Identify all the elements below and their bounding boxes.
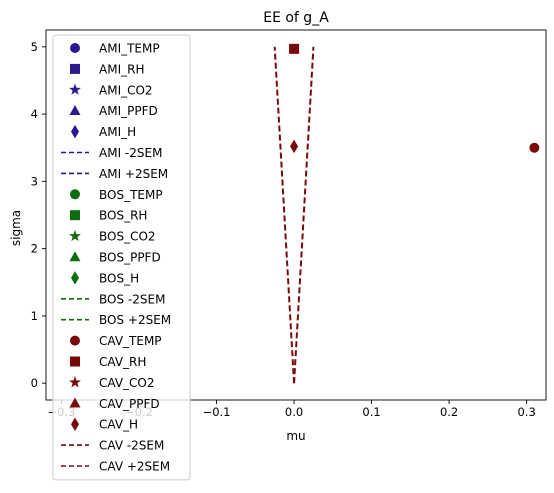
legend-marker [69,229,81,242]
legend-marker [70,356,80,367]
legend-label: CAV_CO2 [99,376,155,390]
y-axis-label: sigma [9,210,23,246]
x-tick-label: 0.2 [440,405,458,419]
legend-label: BOS_TEMP [99,188,163,202]
legend-marker [71,124,79,139]
legend-marker [69,104,81,115]
legend-marker [69,83,81,95]
y-tick-label: 3 [31,174,38,188]
chart-title: EE of g_A [263,10,329,26]
sem-line-cav-2sem [293,46,315,384]
sem-line-cav-2sem [273,46,296,384]
legend-label: CAV_TEMP [99,334,162,348]
legend-marker [70,63,80,74]
legend-marker [71,417,79,431]
legend-box [52,34,191,481]
x-axis-label: mu [286,429,305,443]
legend-label: AMI_RH [99,62,144,76]
legend-label: AMI_TEMP [99,42,160,56]
legend-label: CAV -2SEM [99,439,164,453]
plot-frame [45,29,547,401]
legend-label: CAV_RH [99,355,146,369]
legend-label: AMI_H [99,125,136,139]
legend-marker [70,189,80,200]
y-tick-label: 0 [31,376,38,390]
legend: AMI_TEMP AMI_RH AMI_CO2 AMI_PPFD AMI_H AMI -2… [52,34,191,481]
legend-label: BOS_H [99,271,139,285]
x-tick-label: 0.3 [517,405,535,419]
legend-label: BOS_RH [99,209,147,223]
legend-marker [69,251,81,262]
legend-label: BOS_PPFD [99,251,161,265]
legend-label: CAV_H [99,418,138,432]
data-point-cav-temp [529,142,540,153]
legend-marker [69,397,81,408]
legend-label: AMI_CO2 [99,83,153,97]
y-tick-label: 4 [31,107,38,121]
legend-label: CAV_PPFD [99,397,160,411]
legend-marker [69,376,81,388]
y-tick-label: 2 [31,242,38,256]
legend-label: BOS -2SEM [99,292,165,306]
y-tick-label: 1 [31,309,38,323]
legend-marker [71,271,79,285]
x-tick-label: 0.1 [362,405,380,419]
legend-marker [70,335,80,346]
legend-label: AMI -2SEM [99,146,162,160]
legend-label: AMI_PPFD [99,104,158,118]
x-tick-label: −0.1 [203,405,231,419]
legend-marker [70,210,80,221]
legend-label: BOS +2SEM [99,313,171,327]
legend-marker [70,43,80,53]
data-point-cav-h [290,139,299,154]
x-tick-label: 0.0 [285,405,303,419]
plot-data-layer [273,43,540,384]
legend-label: AMI +2SEM [99,167,168,181]
y-tick-label: 5 [31,40,38,54]
legend-label: BOS_CO2 [99,230,156,244]
data-point-cav-rh [289,43,300,54]
legend-label: CAV +2SEM [99,460,170,474]
